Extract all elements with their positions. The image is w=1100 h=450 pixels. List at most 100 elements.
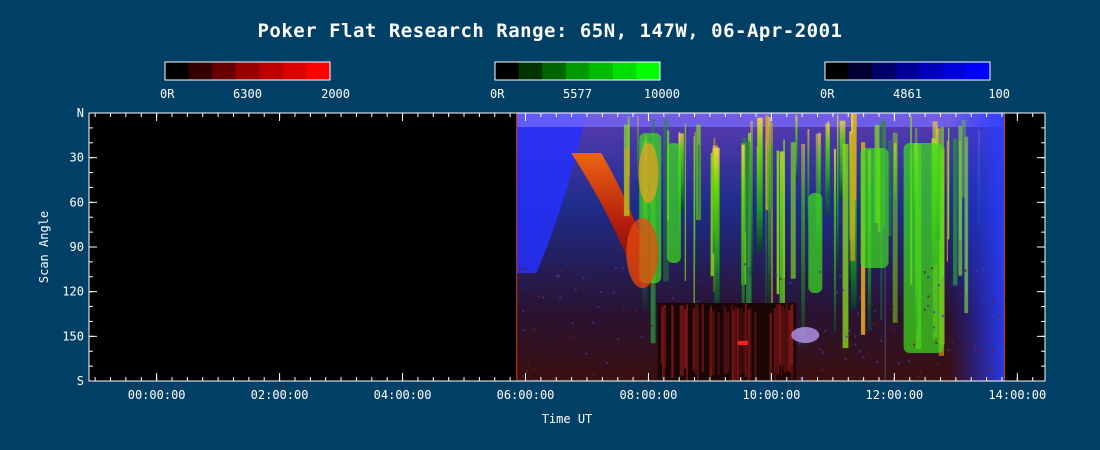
colorbar-min-label: 0R [820,87,835,101]
aurora-streak [790,142,796,279]
aurora-noise [698,279,701,282]
aurora-noise [622,305,625,308]
aurora-noise [833,310,836,313]
colorbar-swatch [235,62,260,80]
aurora-noise [875,323,878,326]
aurora-noise [818,348,821,351]
aurora-streak [836,114,839,267]
aurora-streak [684,123,687,281]
aurora-noise [995,286,998,289]
colorbar-swatch [282,62,307,80]
inset-stripe [692,307,695,372]
aurora-streak [833,148,837,333]
colorbar-swatch [942,62,967,80]
aurora-noise [950,281,953,284]
inset-stripe [701,304,704,373]
aurora-noise [696,300,699,303]
aurora-noise [981,299,984,302]
aurora-streak [827,121,830,200]
aurora-noise [538,295,541,298]
inset-stripe [661,307,664,379]
inset-stripe [672,311,675,372]
x-tick-label: 10:00:00 [743,388,801,402]
aurora-streak [710,152,714,277]
aurora-noise [897,362,900,365]
aurora-noise [597,306,600,309]
aurora-noise [651,324,654,327]
colorbar-frame [164,61,331,81]
aurora-streak [663,118,669,282]
inset-stripe [785,303,789,372]
aurora-noise [836,291,839,294]
aurora-streak [839,120,846,201]
aurora-bright-patch [808,193,823,293]
aurora-noise [614,266,617,269]
aurora-noise [640,335,643,338]
aurora-noise [862,356,865,359]
colorbar-frame [824,61,991,81]
aurora-streak [780,151,784,358]
colorbar-swatch [188,62,213,80]
colorbar-max-label: 10000 [644,87,680,101]
aurora-noise [845,335,848,338]
y-tick-label: 120 [62,285,84,299]
colorbar-swatch [919,62,944,80]
inset-block [657,303,797,381]
x-axis: 00:00:00 02:00:00 04:00:00 06:00:00 08:00:00… [94,113,1046,402]
aurora-streak [815,133,821,252]
y-tick-label: 30 [70,151,84,165]
aurora-noise [871,303,874,306]
aurora-noise [526,370,529,373]
colorbar-swatch [825,62,850,80]
aurora-noise [859,350,862,353]
aurora-noise [574,289,577,292]
y-tick-label: N [77,106,84,120]
aurora-noise [864,329,867,332]
aurora-noise [931,267,934,270]
aurora-noise [592,321,595,324]
aurora-noise [993,299,996,302]
aurora-noise [617,338,620,341]
aurora-noise [871,323,874,326]
colorbar-swatch [895,62,920,80]
aurora-streak [947,127,950,240]
inset-stripe [776,304,779,375]
aurora-noise [559,269,562,272]
aurora-noise [947,349,950,352]
x-tick-label: 14:00:00 [988,388,1046,402]
aurora-noise [789,281,792,284]
aurora-noise [892,342,895,345]
colorbar-swatch [848,62,873,80]
aurora-noise [820,368,823,371]
aurora-noise [861,378,864,381]
inset-red-spot [737,341,748,345]
colorbar-5577: 0R 5577 10000 [490,61,680,101]
aurora-streak [678,133,684,212]
aurora-noise [854,335,857,338]
aurora-noise [935,341,938,344]
aurora-noise [671,297,674,300]
aurora-noise [927,295,930,298]
inset-stripe [686,303,688,381]
aurora-noise [621,267,624,270]
aurora-streak [697,144,700,221]
aurora-noise [892,329,895,332]
aurora-noise [975,269,978,272]
aurora-noise [613,291,616,294]
inset-stripe [769,312,772,380]
aurora-noise [532,368,535,371]
colorbar-min-label: 0R [160,87,175,101]
aurora-noise [879,339,882,342]
x-tick-label: 12:00:00 [865,388,923,402]
aurora-noise [607,377,610,380]
y-tick-label: 60 [70,195,84,209]
aurora-noise [527,364,530,367]
colorbar-6300: 0R 6300 2000 [160,61,350,101]
aurora-streak [801,143,806,346]
aurora-noise [1002,267,1005,270]
x-tick-label: 02:00:00 [251,388,309,402]
aurora-noise [927,304,930,307]
inset-stripe [736,308,740,381]
inset-stripe [788,310,791,372]
aurora-streak [693,136,695,318]
